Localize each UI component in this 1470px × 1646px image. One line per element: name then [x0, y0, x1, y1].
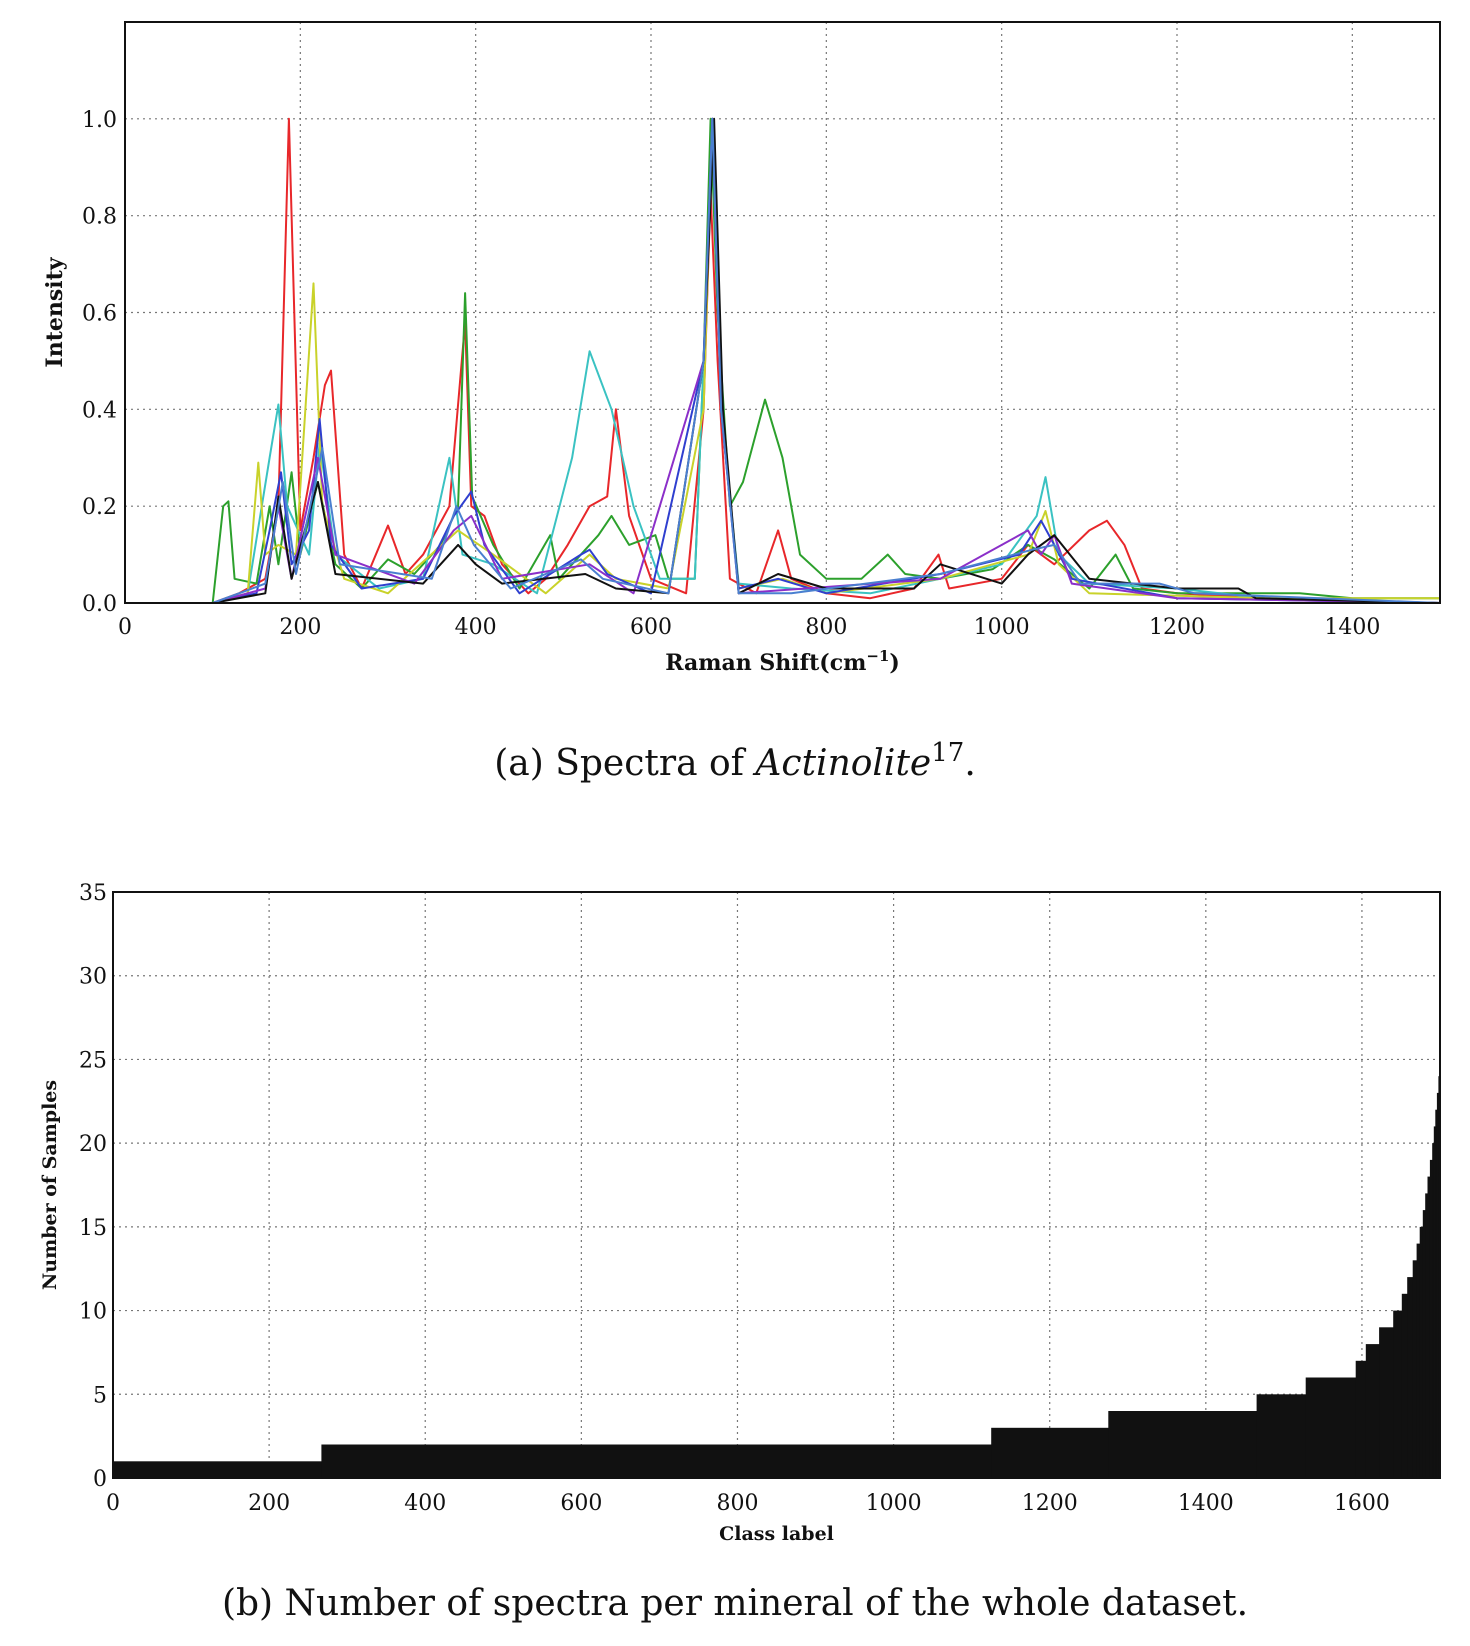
- spectra-y-tick-label: 0.2: [82, 495, 117, 520]
- samples-bar: [1365, 1344, 1380, 1478]
- samples-x-tick-label: 200: [248, 1491, 290, 1516]
- samples-bar: [1401, 1293, 1408, 1478]
- spectra-x-tick-label: 1000: [974, 615, 1030, 640]
- samples-bar: [1435, 1109, 1438, 1478]
- spectra-y-tick-label: 1.0: [82, 108, 117, 133]
- samples-bar: [1419, 1226, 1424, 1478]
- spectra-y-tick-label: 0.0: [82, 592, 117, 617]
- spectra-x-tick-label: 400: [455, 615, 497, 640]
- samples-bar: [1429, 1159, 1433, 1478]
- spectrum-line: [212, 117, 1441, 604]
- samples-bar: [1412, 1260, 1418, 1478]
- spectra-x-tick-label: 800: [805, 615, 847, 640]
- spectra-plot-frame: [124, 21, 1441, 604]
- samples-bar: [991, 1427, 1109, 1478]
- samples-y-tick-label: 30: [79, 965, 107, 990]
- samples-bars: [113, 1076, 1441, 1478]
- spectrum-line: [212, 117, 1441, 604]
- samples-x-tick-label: 1400: [1178, 1491, 1234, 1516]
- samples-y-tick-label: 0: [93, 1467, 107, 1492]
- spectrum-line: [212, 117, 1441, 604]
- samples-x-tick-label: 600: [560, 1491, 602, 1516]
- samples-bar: [1393, 1310, 1403, 1478]
- samples-bar: [1436, 1092, 1440, 1478]
- samples-tick-labels: 0 200 400 600 800 1000 1200 1400 1600 0 5 10 15 20 25 3…: [79, 881, 1390, 1516]
- samples-x-tick-label: 1200: [1022, 1491, 1078, 1516]
- samples-bar: [1427, 1176, 1431, 1478]
- samples-x-tick-label: 400: [404, 1491, 446, 1516]
- samples-bar: [1379, 1327, 1394, 1478]
- samples-y-tick-label: 15: [79, 1216, 107, 1241]
- samples-bar: [1108, 1411, 1258, 1478]
- spectra-y-tick-label: 0.6: [82, 302, 117, 327]
- samples-plot-frame: [112, 891, 1441, 1479]
- spectra-x-tick-label: 600: [630, 615, 672, 640]
- spectra-grid: [125, 22, 1440, 603]
- samples-bar: [1433, 1126, 1436, 1478]
- samples-caption: (b) Number of spectra per mineral of the…: [222, 1583, 1248, 1624]
- spectra-x-tick-label: 200: [279, 615, 321, 640]
- spectra-x-tick-label: 1200: [1149, 615, 1205, 640]
- samples-x-tick-label: 1600: [1334, 1491, 1390, 1516]
- spectrum-line: [212, 117, 1441, 604]
- samples-bar: [1422, 1210, 1426, 1478]
- samples-x-tick-label: 800: [716, 1491, 758, 1516]
- samples-y-tick-label: 10: [79, 1300, 107, 1325]
- samples-bar: [1305, 1377, 1357, 1478]
- samples-x-tick-label: 0: [106, 1491, 120, 1516]
- samples-chart: 0 200 400 600 800 1000 1200 1400 1600 0 5 10 15 20 25 3…: [39, 881, 1441, 1624]
- spectra-chart: 0 200 400 600 800 1000 1200 1400 0.0 0.2 0.4 0.6 0.8…: [42, 21, 1441, 784]
- spectrum-line: [212, 117, 1441, 604]
- samples-bar: [1416, 1243, 1421, 1478]
- samples-y-tick-label: 20: [79, 1132, 107, 1157]
- spectra-x-tick-label: 0: [118, 615, 132, 640]
- samples-y-tick-label: 35: [79, 881, 107, 906]
- samples-y-tick-label: 25: [79, 1048, 107, 1073]
- spectra-y-tick-label: 0.4: [82, 398, 117, 423]
- samples-bar: [1407, 1277, 1414, 1478]
- samples-x-axis-label: Class label: [719, 1523, 834, 1545]
- samples-y-tick-label: 5: [93, 1383, 107, 1408]
- samples-grid: [113, 892, 1440, 1478]
- samples-bar: [321, 1444, 992, 1478]
- samples-y-axis-label: Number of Samples: [39, 1080, 61, 1290]
- samples-bar: [1432, 1143, 1435, 1478]
- samples-x-tick-label: 1000: [866, 1491, 922, 1516]
- spectra-tick-labels: 0 200 400 600 800 1000 1200 1400 0.0 0.2 0.4 0.6 0.8…: [82, 108, 1380, 640]
- spectra-caption: (a) Spectra of Actinolite17.: [494, 738, 976, 784]
- samples-bar: [113, 1461, 322, 1478]
- spectra-series: [211, 117, 1441, 604]
- spectra-x-tick-label: 1400: [1324, 615, 1380, 640]
- spectra-y-tick-label: 0.8: [82, 205, 117, 230]
- samples-bar: [1256, 1394, 1307, 1478]
- samples-bar: [1355, 1360, 1367, 1478]
- spectra-y-axis-label: Intensity: [42, 256, 68, 367]
- samples-bar: [1425, 1193, 1429, 1478]
- spectra-x-axis-label: Raman Shift(cm−1): [665, 647, 900, 676]
